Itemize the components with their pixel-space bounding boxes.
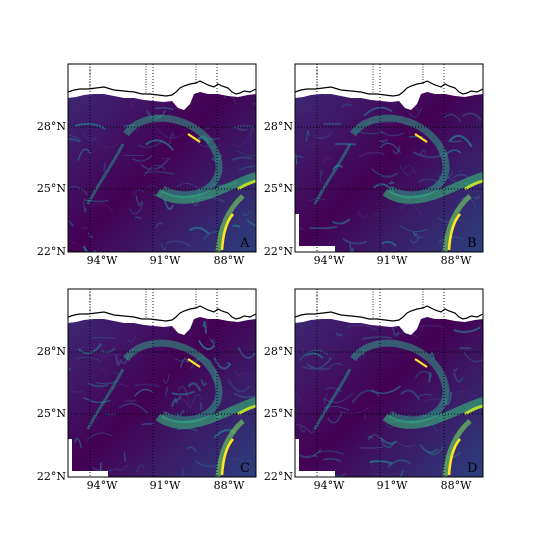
ocean-field bbox=[295, 289, 483, 477]
latitude-label: 28°N bbox=[263, 120, 293, 133]
longitude-label: 94°W bbox=[313, 254, 345, 267]
latitude-label: 22°N bbox=[36, 470, 66, 483]
longitude-label: 94°W bbox=[86, 479, 118, 492]
latitude-label: 25°N bbox=[263, 182, 293, 195]
latitude-label: 22°N bbox=[263, 470, 293, 483]
longitude-label: 88°W bbox=[440, 254, 472, 267]
latitude-label: 22°N bbox=[263, 245, 293, 258]
longitude-label: 91°W bbox=[376, 254, 408, 267]
ocean-field bbox=[295, 64, 483, 252]
panel-letter: C bbox=[240, 461, 250, 476]
panel-letter: B bbox=[467, 236, 477, 251]
longitude-label: 88°W bbox=[440, 479, 472, 492]
longitude-label: 91°W bbox=[149, 254, 181, 267]
panel-letter: D bbox=[467, 461, 478, 476]
latitude-label: 25°N bbox=[36, 407, 66, 420]
map-frame bbox=[67, 288, 257, 478]
map-frame bbox=[294, 288, 484, 478]
latitude-label: 22°N bbox=[36, 245, 66, 258]
latitude-label: 28°N bbox=[36, 120, 66, 133]
longitude-label: 88°W bbox=[213, 254, 245, 267]
longitude-label: 94°W bbox=[313, 479, 345, 492]
latitude-label: 25°N bbox=[263, 407, 293, 420]
latitude-label: 28°N bbox=[263, 345, 293, 358]
longitude-label: 91°W bbox=[149, 479, 181, 492]
map-frame bbox=[294, 63, 484, 253]
ocean-field bbox=[68, 289, 256, 477]
latitude-label: 28°N bbox=[36, 345, 66, 358]
map-frame bbox=[67, 63, 257, 253]
longitude-label: 94°W bbox=[86, 254, 118, 267]
longitude-label: 91°W bbox=[376, 479, 408, 492]
panel-letter: A bbox=[240, 236, 250, 251]
ocean-field bbox=[68, 64, 256, 252]
latitude-label: 25°N bbox=[36, 182, 66, 195]
longitude-label: 88°W bbox=[213, 479, 245, 492]
